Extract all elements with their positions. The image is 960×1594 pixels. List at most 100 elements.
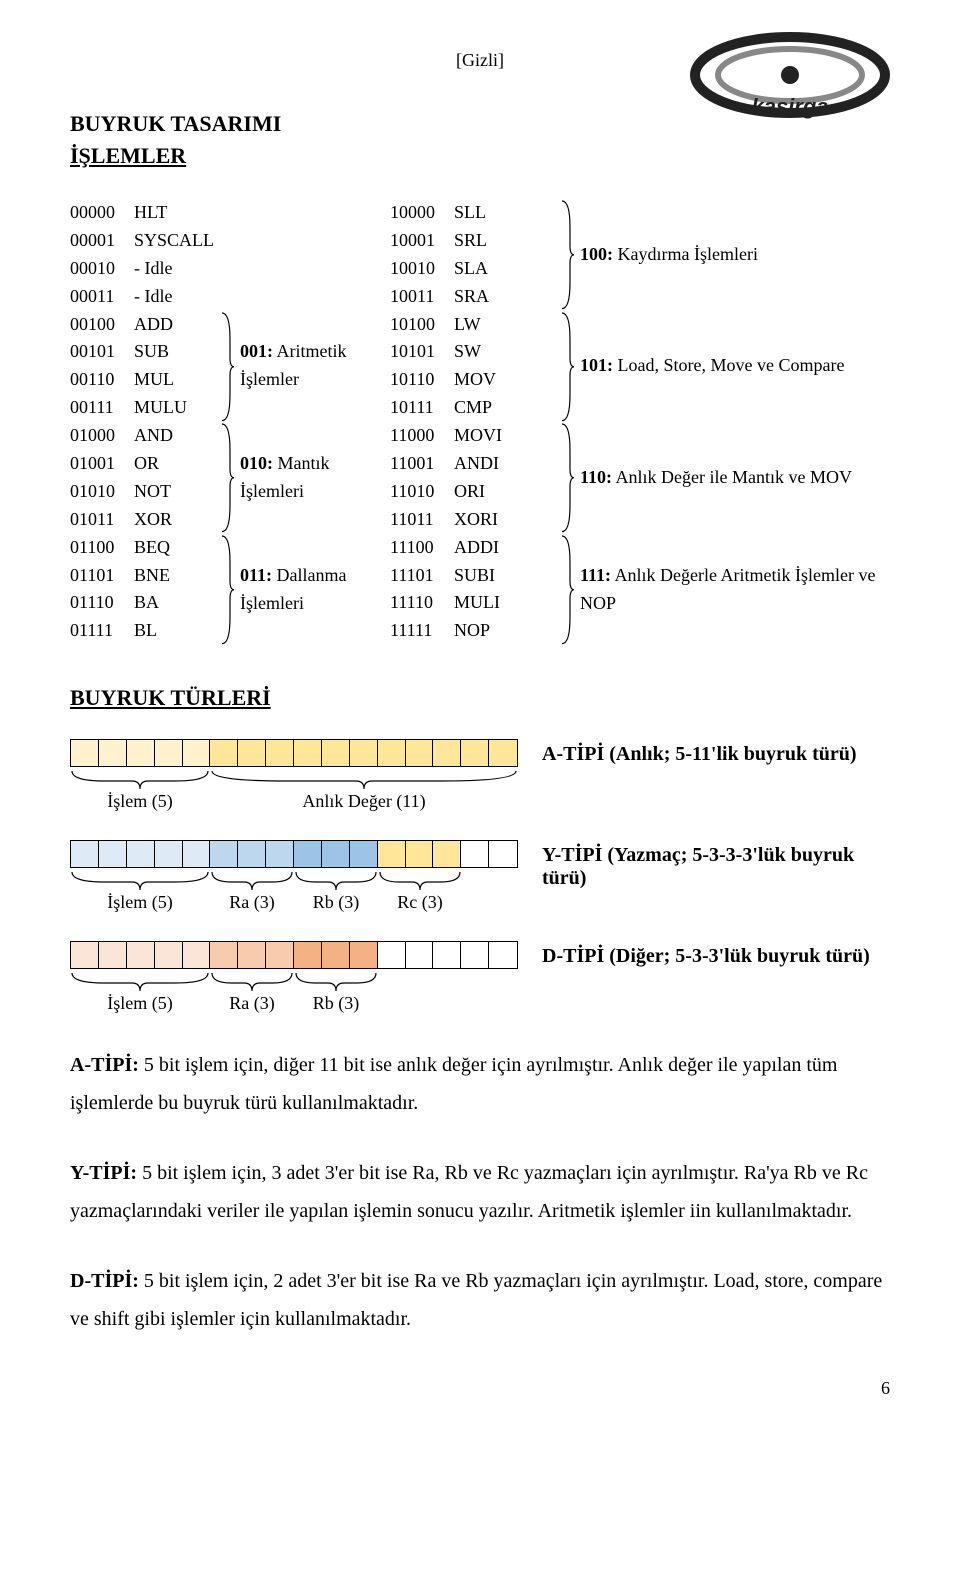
opcode-code: 01011 — [70, 506, 134, 534]
opcode-row: 10101SW — [390, 338, 560, 366]
opcode-mn: OR — [134, 450, 220, 478]
col2: 001: Aritmetik İşlemler010: Mantık İşlem… — [220, 199, 390, 645]
opcode-mn: HLT — [134, 199, 220, 227]
opcode-row: 01011XOR — [70, 506, 220, 534]
brace-icon — [560, 311, 574, 423]
opcode-group: 100: Kaydırma İşlemleri — [560, 199, 890, 311]
opcode-code: 10000 — [390, 199, 454, 227]
opcode-mn: SUB — [134, 338, 220, 366]
opcode-row: 00010- Idle — [70, 255, 220, 283]
opcode-mn: MOVI — [454, 422, 560, 450]
opcode-row: 10000SLL — [390, 199, 560, 227]
opcode-code: 00100 — [70, 311, 134, 339]
opcode-mn: BA — [134, 589, 220, 617]
bit-cell — [99, 942, 127, 968]
opcode-block: 00000HLT00001SYSCALL00010- Idle00011- Id… — [70, 199, 890, 645]
opcode-row: 00110MUL — [70, 366, 220, 394]
col3: 10000SLL10001SRL10010SLA10011SRA10100LW1… — [390, 199, 560, 645]
opcode-mn: MULI — [454, 589, 560, 617]
bit-cell — [183, 740, 211, 766]
opcode-row: 10110MOV — [390, 366, 560, 394]
opcode-mn: NOT — [134, 478, 220, 506]
opcode-row: 01000AND — [70, 422, 220, 450]
bit-cell — [350, 942, 378, 968]
bit-cell — [127, 841, 155, 867]
opcode-row: 11100ADDI — [390, 534, 560, 562]
para-y: Y-TİPİ: 5 bit işlem için, 3 adet 3'er bi… — [70, 1154, 890, 1230]
bit-cell — [266, 740, 294, 766]
opcode-code: 00011 — [70, 283, 134, 311]
bit-cell — [378, 740, 406, 766]
bit-cell — [238, 740, 266, 766]
label-y-rc: Rc (3) — [378, 892, 462, 913]
opcode-code: 11101 — [390, 562, 454, 590]
bit-cell — [433, 841, 461, 867]
opcode-mn: NOP — [454, 617, 560, 645]
opcode-row: 00101SUB — [70, 338, 220, 366]
bit-cell — [266, 841, 294, 867]
bit-cell — [71, 841, 99, 867]
brace-icon — [220, 422, 234, 534]
opcode-code: 01110 — [70, 589, 134, 617]
bit-cell — [461, 942, 489, 968]
bit-cell — [238, 841, 266, 867]
label-a-islem: İşlem (5) — [70, 791, 210, 812]
page-number: 6 — [70, 1378, 890, 1399]
opcode-code: 11011 — [390, 506, 454, 534]
opcode-code: 11000 — [390, 422, 454, 450]
label-y-ra: Ra (3) — [210, 892, 294, 913]
bit-cell — [71, 942, 99, 968]
opcode-mn: XORI — [454, 506, 560, 534]
label-y-islem: İşlem (5) — [70, 892, 210, 913]
opcode-row: 10001SRL — [390, 227, 560, 255]
label-y-rb: Rb (3) — [294, 892, 378, 913]
opcode-code: 10011 — [390, 283, 454, 311]
opcode-code: 10001 — [390, 227, 454, 255]
brace-icon — [560, 199, 574, 311]
opcode-row: 11101SUBI — [390, 562, 560, 590]
under-brace — [70, 767, 518, 793]
bit-cell — [210, 841, 238, 867]
bit-cell — [489, 841, 517, 867]
group-label: 110: Anlık Değer ile Mantık ve MOV — [574, 464, 890, 492]
opcode-row: 11010ORI — [390, 478, 560, 506]
opcode-code: 01001 — [70, 450, 134, 478]
opcode-row: 11110MULI — [390, 589, 560, 617]
bit-cell — [127, 740, 155, 766]
opcode-code: 01111 — [70, 617, 134, 645]
group-label: 001: Aritmetik İşlemler — [234, 338, 390, 394]
opcode-row: 01101BNE — [70, 562, 220, 590]
bit-cell — [155, 942, 183, 968]
bit-cell — [461, 841, 489, 867]
bit-cell — [322, 942, 350, 968]
opcode-row: 01100BEQ — [70, 534, 220, 562]
opcode-code: 00000 — [70, 199, 134, 227]
bit-cell — [322, 740, 350, 766]
opcode-row: 01111BL — [70, 617, 220, 645]
opcode-row: 00100ADD — [70, 311, 220, 339]
label-d-ra: Ra (3) — [210, 993, 294, 1014]
bit-cell — [406, 942, 434, 968]
opcode-mn: MULU — [134, 394, 220, 422]
brace-icon — [220, 311, 234, 423]
opcode-mn: MUL — [134, 366, 220, 394]
brace-icon — [560, 534, 574, 646]
opcode-code: 10110 — [390, 366, 454, 394]
opcode-code: 01010 — [70, 478, 134, 506]
opcode-mn: ANDI — [454, 450, 560, 478]
opcode-mn: BEQ — [134, 534, 220, 562]
opcode-group: 111: Anlık Değerle Aritmetik İşlemler ve… — [560, 534, 890, 646]
logo-text: kasirga — [751, 94, 828, 119]
opcode-mn: ADD — [134, 311, 220, 339]
opcode-mn: SW — [454, 338, 560, 366]
opcode-row: 01001OR — [70, 450, 220, 478]
bit-cell — [266, 942, 294, 968]
opcode-code: 11111 — [390, 617, 454, 645]
bit-cell — [378, 841, 406, 867]
title-sub: İŞLEMLER — [70, 143, 890, 169]
opcode-row: 01110BA — [70, 589, 220, 617]
bit-cell — [210, 740, 238, 766]
opcode-row: 11011XORI — [390, 506, 560, 534]
group-label: 111: Anlık Değerle Aritmetik İşlemler ve… — [574, 562, 890, 618]
bit-cell — [294, 841, 322, 867]
